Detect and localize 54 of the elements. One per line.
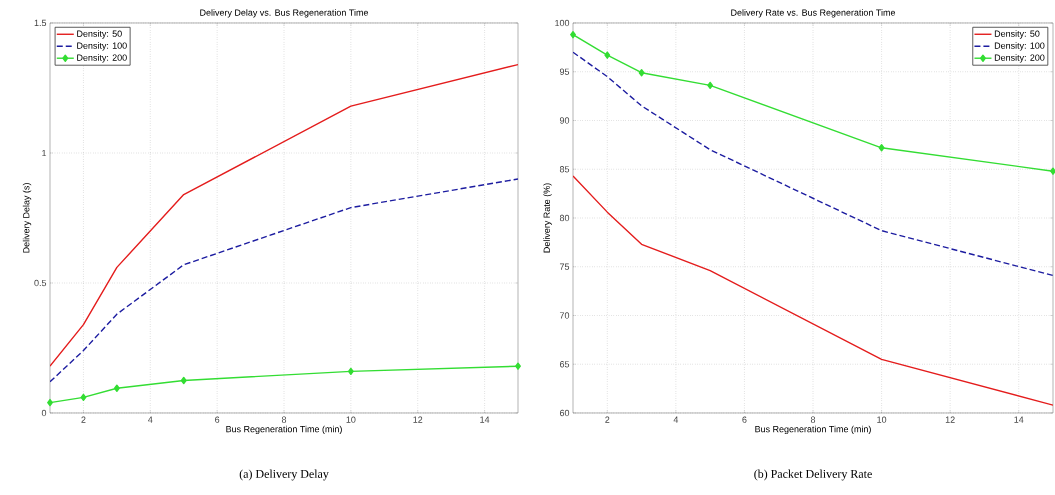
y-tick-label: 100 [555, 19, 570, 27]
x-axis-title: Bus Regeneration Time (min) [755, 425, 871, 435]
x-tick-label: 4 [673, 416, 679, 423]
point [347, 367, 354, 376]
x-tick-label: 8 [810, 416, 816, 423]
legend-label: Density: 50 [77, 30, 122, 39]
x-axis-title: Bus Regeneration Time (min) [226, 425, 342, 435]
y-tick-label: 1.5 [34, 19, 47, 27]
point [515, 362, 521, 370]
y-tick-label: 80 [559, 214, 570, 222]
x-tick-label: 10 [346, 416, 356, 423]
point [113, 384, 120, 392]
y-axis-title: Delivery Rate (%) [543, 183, 552, 253]
y-tick-label: 95 [559, 68, 570, 75]
y-tick-label: 0 [41, 409, 47, 417]
x-tick-label: 14 [1014, 416, 1024, 423]
chart-title: Delivery Rate vs. Bus Regeneration Time [731, 9, 896, 18]
y-tick-label: 1 [42, 149, 47, 157]
chart-title: Delivery Delay vs. Bus Regeneration Time [200, 9, 369, 18]
x-tick-label: 12 [413, 416, 423, 423]
point [638, 69, 645, 77]
y-tick-label: 70 [559, 312, 570, 319]
legend-label: Density: 100 [994, 42, 1045, 51]
y-tick-label: 65 [559, 361, 570, 368]
line-series [573, 175, 1054, 406]
legend-label: Density: 50 [994, 30, 1040, 39]
x-tick-label: 10 [877, 416, 887, 423]
x-tick-label: 2 [605, 416, 610, 423]
x-tick-label: 8 [281, 416, 287, 423]
point [180, 376, 187, 385]
legend-label: Density: 100 [77, 42, 127, 51]
y-tick-label: 85 [559, 166, 570, 173]
x-tick-label: 2 [81, 416, 86, 423]
x-tick-label: 14 [480, 416, 490, 423]
x-tick-label: 6 [742, 416, 747, 423]
point [604, 51, 611, 59]
point [707, 81, 714, 90]
point [80, 393, 87, 402]
y-tick-label: 60 [559, 409, 570, 417]
x-tick-label: 4 [148, 416, 153, 423]
line-series [50, 178, 519, 383]
x-tick-label: 12 [945, 416, 955, 423]
x-tick-label: 6 [215, 416, 220, 423]
legend-label: Density: 200 [994, 54, 1045, 63]
y-axis-title: Delivery Delay (s) [22, 183, 32, 253]
y-tick-label: 90 [559, 117, 570, 124]
text: (b) Packet Delivery Rate [754, 469, 872, 481]
point [878, 144, 885, 152]
line-series [573, 51, 1054, 277]
y-tick-label: 75 [559, 263, 570, 270]
line-series [50, 63, 519, 367]
text: (a) Delivery Delay [239, 469, 329, 481]
legend-label: Density: 200 [77, 54, 127, 63]
y-tick-label: 0.5 [34, 279, 47, 287]
